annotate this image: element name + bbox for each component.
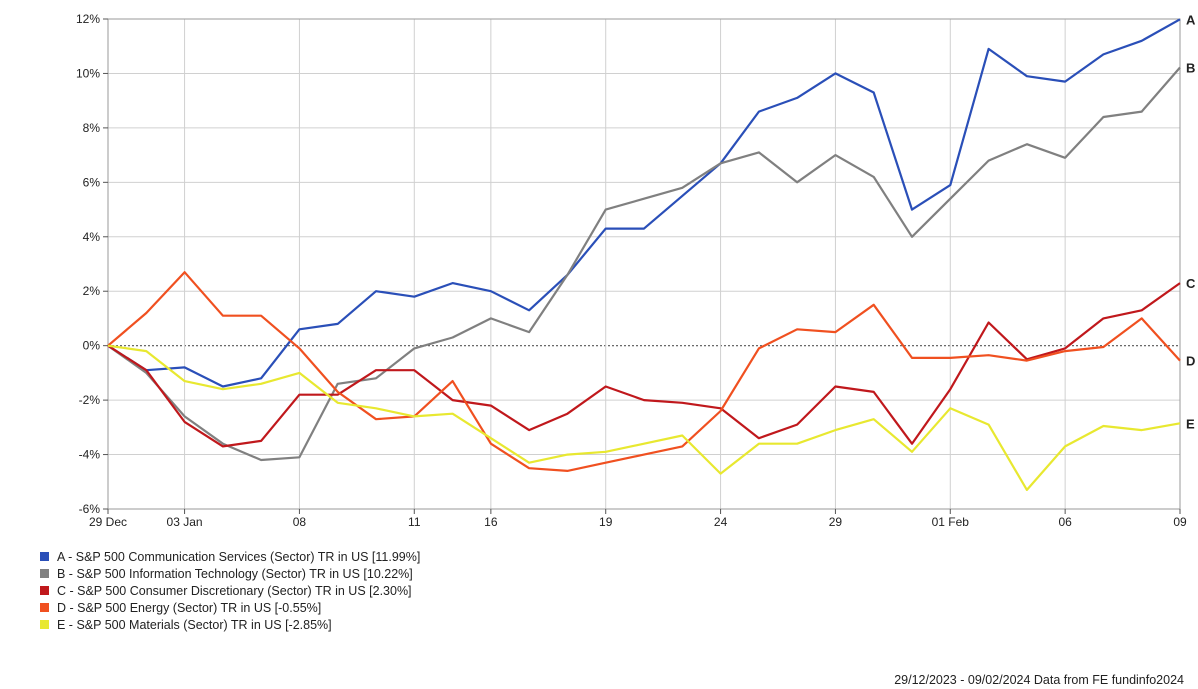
chart-legend: A - S&P 500 Communication Services (Sect… bbox=[40, 548, 420, 633]
chart-footer: 29/12/2023 - 09/02/2024 Data from FE fun… bbox=[894, 673, 1184, 687]
legend-swatch bbox=[40, 552, 49, 561]
legend-label: D - S&P 500 Energy (Sector) TR in US [-0… bbox=[57, 600, 322, 615]
series-line-b bbox=[107, 66, 1181, 462]
x-tick-label: 03 Jan bbox=[167, 515, 203, 529]
x-tick-label: 01 Feb bbox=[932, 515, 970, 529]
series-end-label-d: D bbox=[1186, 354, 1195, 369]
y-tick-label: 8% bbox=[83, 121, 101, 135]
legend-swatch bbox=[40, 586, 49, 595]
x-tick-label: 29 bbox=[829, 515, 843, 529]
x-tick-label: 09 bbox=[1173, 515, 1187, 529]
grid-layer bbox=[107, 18, 1181, 510]
y-tick-label: -2% bbox=[79, 393, 101, 407]
y-tick-label: 2% bbox=[83, 284, 101, 298]
x-tick-label: 24 bbox=[714, 515, 728, 529]
axis-layer: 12% 10% 8% 6% 4% 2% 0% -2% -4% -6%29 Dec 03 Jan 08 1… bbox=[76, 12, 1187, 529]
legend-item: A - S&P 500 Communication Services (Sect… bbox=[40, 548, 420, 565]
legend-label: A - S&P 500 Communication Services (Sect… bbox=[57, 549, 421, 564]
series-end-label-a: A bbox=[1186, 12, 1196, 27]
series-line-c bbox=[107, 282, 1181, 448]
y-tick-label: -6% bbox=[79, 502, 101, 516]
x-tick-label: 16 bbox=[484, 515, 498, 529]
series-end-label-c: C bbox=[1186, 276, 1196, 291]
label-layer: A B C D E bbox=[1186, 12, 1196, 431]
plot-frame bbox=[107, 18, 1181, 510]
series-line-a bbox=[107, 18, 1181, 388]
y-tick-label: -4% bbox=[79, 448, 101, 462]
legend-item: E - S&P 500 Materials (Sector) TR in US … bbox=[40, 616, 420, 633]
x-tick-label: 29 Dec bbox=[89, 515, 127, 529]
x-tick-label: 08 bbox=[293, 515, 307, 529]
legend-label: C - S&P 500 Consumer Discretionary (Sect… bbox=[57, 583, 412, 598]
legend-item: B - S&P 500 Information Technology (Sect… bbox=[40, 565, 420, 582]
series-end-label-b: B bbox=[1186, 60, 1195, 75]
series-line-d bbox=[107, 271, 1181, 472]
line-chart: 12% 10% 8% 6% 4% 2% 0% -2% -4% -6%29 Dec 03 Jan 08 1… bbox=[76, 12, 1196, 529]
legend-item: C - S&P 500 Consumer Discretionary (Sect… bbox=[40, 582, 420, 599]
series-layer bbox=[107, 18, 1181, 491]
y-tick-label: 12% bbox=[76, 12, 100, 26]
legend-swatch bbox=[40, 603, 49, 612]
x-tick-label: 06 bbox=[1058, 515, 1072, 529]
x-tick-label: 19 bbox=[599, 515, 613, 529]
y-tick-label: 10% bbox=[76, 66, 100, 80]
y-tick-label: 4% bbox=[83, 230, 101, 244]
legend-item: D - S&P 500 Energy (Sector) TR in US [-0… bbox=[40, 599, 420, 616]
legend-swatch bbox=[40, 569, 49, 578]
y-tick-label: 6% bbox=[83, 175, 101, 189]
legend-label: E - S&P 500 Materials (Sector) TR in US … bbox=[57, 617, 332, 632]
x-tick-label: 11 bbox=[408, 515, 421, 529]
series-end-label-e: E bbox=[1186, 416, 1195, 431]
series-line-e bbox=[107, 344, 1181, 491]
legend-label: B - S&P 500 Information Technology (Sect… bbox=[57, 566, 413, 581]
legend-swatch bbox=[40, 620, 49, 629]
y-tick-label: 0% bbox=[83, 339, 101, 353]
